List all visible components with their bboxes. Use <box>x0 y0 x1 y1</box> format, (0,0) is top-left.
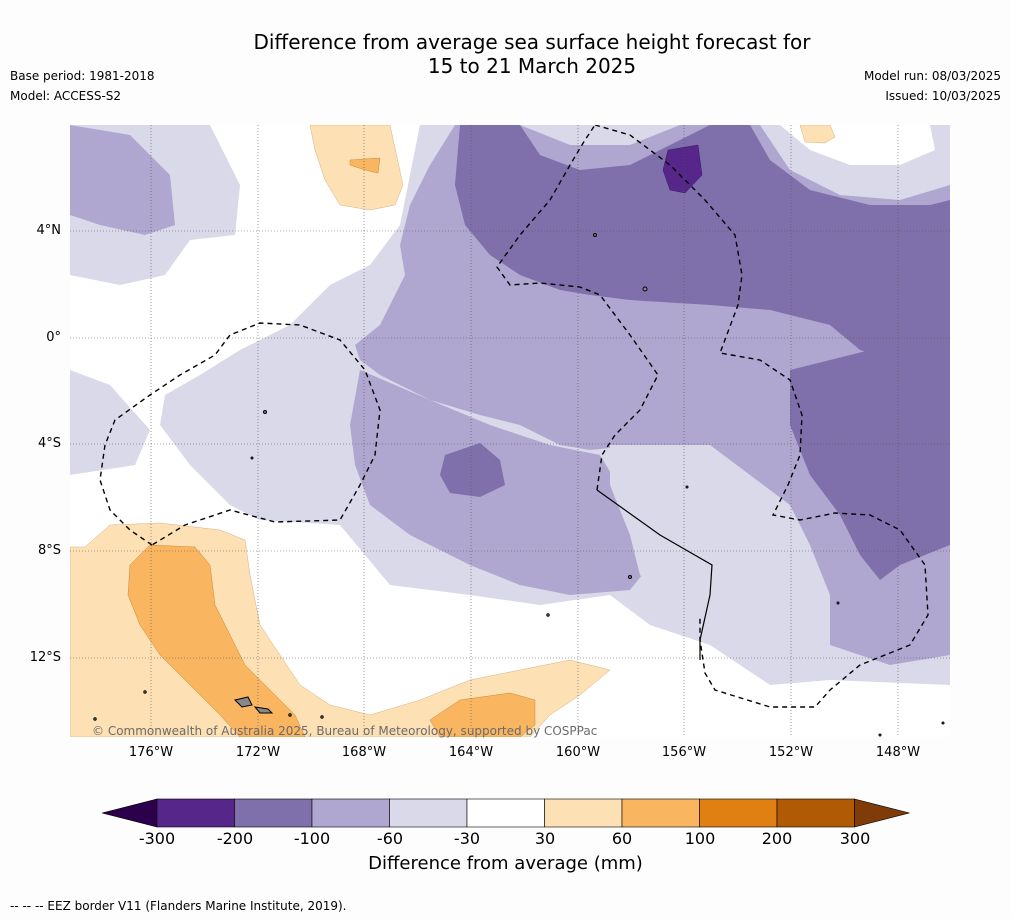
cbar-label: 200 <box>761 829 793 848</box>
colorbar-segment <box>234 798 313 828</box>
model-run: Model run: 08/03/2025 <box>863 69 1001 83</box>
lon-tick-148w: 148°W <box>875 745 921 760</box>
lon-tick-176w: 176°W <box>128 745 174 760</box>
lon-tick-168w: 168°W <box>341 745 387 760</box>
title-line-1: Difference from average sea surface heig… <box>253 30 811 54</box>
islands <box>93 233 945 737</box>
cbar-label: 60 <box>611 829 633 848</box>
lat-tick-0: 0° <box>46 330 61 345</box>
copyright-notice: © Commonwealth of Australia 2025, Bureau… <box>92 724 598 738</box>
gridlines <box>70 125 950 737</box>
cbar-label: -300 <box>138 829 176 848</box>
lat-tick-12s: 12°S <box>29 650 61 665</box>
lon-tick-160w: 160°W <box>555 745 601 760</box>
cbar-label: -30 <box>453 829 481 848</box>
lat-tick-8s: 8°S <box>37 543 61 558</box>
colorbar-segment <box>389 798 468 828</box>
eez-footnote: -- -- -- EEZ border V11 (Flanders Marine… <box>10 899 347 913</box>
colorbar-title: Difference from average (mm) <box>368 853 643 874</box>
colorbar-segment <box>466 798 545 828</box>
issued-date: Issued: 10/03/2025 <box>885 89 1001 103</box>
colorbar-over-arrow <box>854 798 910 828</box>
title-line-2: 15 to 21 March 2025 <box>427 54 637 78</box>
map-svg <box>70 125 950 737</box>
colorbar-segment <box>776 798 855 828</box>
base-period: Base period: 1981-2018 <box>10 69 155 83</box>
lon-tick-164w: 164°W <box>448 745 494 760</box>
lon-tick-172w: 172°W <box>235 745 281 760</box>
model-name: Model: ACCESS-S2 <box>10 89 122 103</box>
colorbar-segment <box>621 798 700 828</box>
eez-borders <box>99 125 929 708</box>
sea-level-map <box>70 125 950 737</box>
cbar-label: -100 <box>293 829 331 848</box>
lon-tick-152w: 152°W <box>768 745 814 760</box>
colorbar-segment <box>156 798 235 828</box>
lat-tick-4n: 4°N <box>36 223 62 238</box>
cbar-label: 30 <box>534 829 556 848</box>
cbar-label: 100 <box>684 829 716 848</box>
lon-tick-156w: 156°W <box>661 745 707 760</box>
lat-tick-4s: 4°S <box>37 436 61 451</box>
contour-dark-lavender <box>110 125 950 737</box>
cbar-label: -60 <box>376 829 404 848</box>
cbar-label: 300 <box>839 829 871 848</box>
contour-deep-purple <box>662 144 703 194</box>
colorbar-segment <box>311 798 390 828</box>
cbar-label: -200 <box>216 829 254 848</box>
contour-orange <box>127 157 536 737</box>
meta-right: Model run: 08/03/2025 Issued: 10/03/2025 <box>864 66 1001 106</box>
colorbar <box>101 798 910 828</box>
colorbar-segment <box>699 798 778 828</box>
colorbar-under-arrow <box>101 798 158 828</box>
colorbar-segment <box>544 798 623 828</box>
chart-title: Difference from average sea surface heig… <box>0 30 1011 78</box>
meta-left: Base period: 1981-2018 Model: ACCESS-S2 <box>10 66 155 106</box>
